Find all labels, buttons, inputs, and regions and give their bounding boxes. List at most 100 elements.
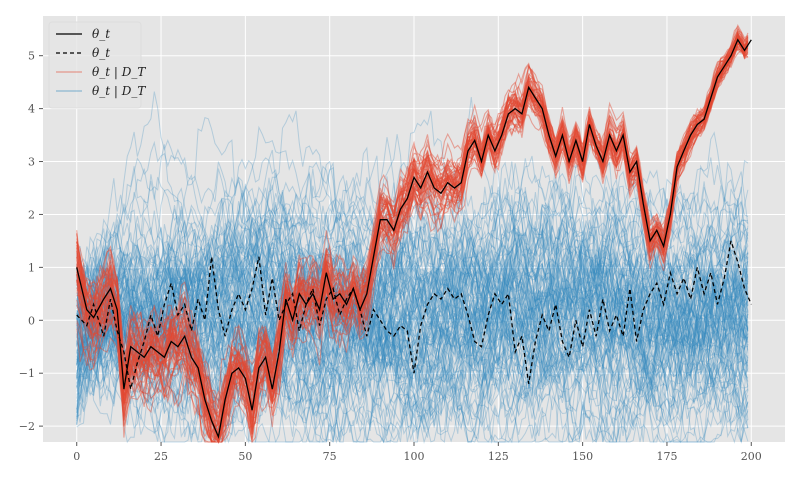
posterior-sample-blue (76, 176, 749, 443)
posterior-sample-blue (76, 249, 749, 443)
posterior-sample-blue (76, 231, 749, 411)
posterior-sample-red (76, 33, 749, 444)
x-tick-label: 75 (323, 450, 337, 463)
posterior-sample-blue (76, 198, 749, 421)
posterior-sample-red (76, 35, 749, 444)
posterior-samples-blue (76, 91, 749, 444)
posterior-sample-red (76, 37, 749, 443)
posterior-sample-blue (76, 201, 749, 444)
posterior-sample-blue (76, 185, 749, 424)
posterior-sample-blue (76, 268, 749, 416)
posterior-sample-red (76, 36, 749, 443)
posterior-sample-blue (76, 166, 749, 422)
posterior-sample-blue (76, 196, 749, 418)
posterior-sample-blue (76, 233, 748, 443)
posterior-sample-blue (76, 226, 749, 410)
posterior-sample-blue (76, 212, 749, 440)
posterior-sample-blue (76, 197, 749, 428)
posterior-sample-blue (76, 91, 749, 364)
posterior-sample-blue (76, 160, 749, 378)
posterior-sample-blue (76, 205, 749, 441)
posterior-sample-blue (76, 274, 749, 444)
posterior-sample-blue (76, 272, 749, 444)
posterior-sample-blue (76, 238, 749, 443)
posterior-sample-blue (76, 110, 749, 376)
posterior-sample-blue (76, 210, 749, 443)
posterior-sample-blue (76, 189, 749, 389)
posterior-sample-blue (76, 245, 749, 420)
posterior-sample-blue (76, 192, 749, 370)
y-tick-label: 4 (28, 103, 35, 116)
posterior-sample-blue (76, 144, 749, 420)
x-tick-label: 175 (656, 450, 677, 463)
posterior-sample-blue (76, 174, 749, 356)
posterior-sample-blue (76, 232, 749, 443)
posterior-sample-blue (76, 184, 749, 375)
posterior-sample-blue (76, 189, 749, 389)
y-tick-label: 2 (28, 208, 35, 221)
posterior-sample-red (76, 37, 749, 415)
x-tick-label: 100 (404, 450, 425, 463)
posterior-sample-blue (76, 209, 749, 443)
x-tick-label: 25 (154, 450, 168, 463)
y-tick-label: 5 (28, 50, 35, 63)
posterior-sample-blue (76, 174, 749, 382)
posterior-sample-red (76, 44, 749, 443)
posterior-sample-blue (76, 161, 749, 396)
posterior-sample-red (76, 43, 749, 423)
y-tick-label: −1 (19, 367, 35, 380)
posterior-samples-red (76, 23, 749, 444)
posterior-sample-blue (76, 248, 749, 401)
posterior-sample-blue (76, 231, 749, 411)
series-lines (76, 38, 752, 439)
posterior-sample-blue (76, 173, 749, 429)
posterior-sample-red (76, 27, 749, 440)
posterior-sample-blue (76, 253, 749, 442)
y-tick-label: 3 (28, 156, 35, 169)
posterior-sample-blue (76, 259, 749, 427)
posterior-sample-blue (76, 295, 749, 440)
posterior-sample-blue (76, 190, 749, 419)
posterior-sample-blue (76, 275, 749, 443)
posterior-sample-red (76, 32, 749, 442)
posterior-sample-blue (76, 198, 749, 443)
posterior-sample-red (76, 42, 749, 431)
x-tick-label: 125 (488, 450, 509, 463)
posterior-sample-red (76, 36, 749, 443)
posterior-sample-blue (76, 203, 749, 436)
posterior-sample-red (76, 34, 749, 443)
posterior-sample-blue (76, 270, 749, 444)
posterior-sample-blue (76, 186, 749, 415)
posterior-sample-blue (76, 228, 749, 443)
posterior-sample-red (76, 42, 749, 443)
legend-label: θ_t | D_T (92, 84, 146, 98)
posterior-sample-blue (76, 201, 749, 423)
posterior-sample-blue (76, 227, 749, 443)
posterior-sample-red (76, 45, 749, 435)
posterior-sample-blue (76, 155, 749, 368)
posterior-sample-blue (76, 193, 749, 419)
y-tick-label: 0 (28, 314, 35, 327)
posterior-sample-blue (76, 242, 749, 414)
posterior-sample-blue (76, 131, 749, 323)
posterior-sample-red (76, 42, 749, 407)
posterior-sample-red (76, 33, 748, 437)
posterior-sample-blue (76, 197, 749, 444)
x-tick-label: 0 (73, 450, 80, 463)
posterior-sample-red (76, 23, 749, 443)
posterior-sample-blue (76, 237, 749, 442)
x-tick-label: 200 (741, 450, 762, 463)
posterior-sample-red (76, 30, 749, 428)
posterior-sample-red (76, 37, 749, 444)
posterior-sample-red (76, 32, 749, 443)
posterior-sample-blue (76, 197, 749, 394)
series-line-dashed (76, 240, 752, 390)
posterior-sample-blue (76, 237, 749, 394)
posterior-sample-blue (76, 201, 749, 443)
posterior-sample-blue (76, 161, 749, 402)
posterior-sample-red (76, 37, 749, 440)
posterior-sample-blue (76, 230, 749, 443)
posterior-sample-blue (76, 264, 749, 438)
posterior-sample-red (76, 48, 749, 444)
